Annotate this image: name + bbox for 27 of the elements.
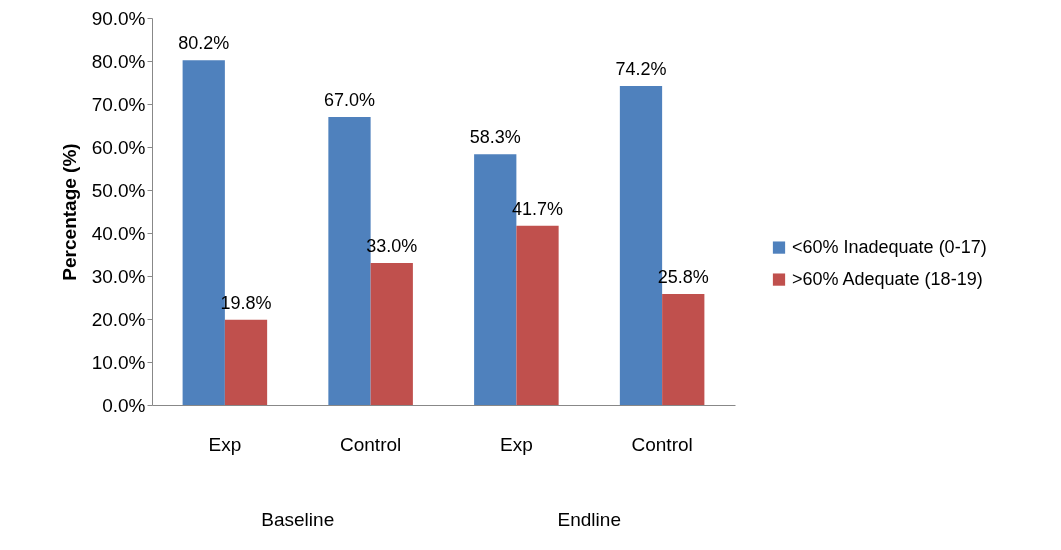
bar — [370, 263, 413, 405]
text: Baseline — [261, 509, 335, 530]
data-label: 80.2% — [178, 33, 230, 54]
legend-label: >60% Adequate (18-19) — [792, 268, 983, 289]
y-tick-label: 40.0% — [91, 222, 146, 244]
x-tick-label: Exp — [500, 433, 533, 455]
y-tick-label: 90.0% — [91, 7, 146, 29]
y-tick-label: 70.0% — [91, 93, 146, 115]
text: Endline — [557, 509, 621, 530]
legend-label: <60% Inadequate (0-17) — [792, 236, 987, 257]
y-tick-label: 0.0% — [102, 394, 146, 416]
bar — [516, 225, 559, 405]
y-tick-label: 10.0% — [91, 351, 146, 373]
data-label: 58.3% — [469, 127, 521, 148]
bar — [224, 319, 268, 405]
y-tick-label: 60.0% — [91, 136, 146, 158]
x-tick-label: Control — [340, 433, 402, 455]
y-tick-label: 80.0% — [91, 50, 146, 72]
bar — [662, 294, 705, 405]
y-axis-title: Percentage (%) — [58, 143, 80, 281]
y-tick-label: 20.0% — [91, 308, 146, 330]
x-tick-label: Exp — [208, 433, 242, 455]
data-label: 74.2% — [615, 58, 667, 79]
y-tick-label: 30.0% — [91, 265, 146, 287]
x-tick-label: Control — [631, 433, 693, 455]
data-label: 67.0% — [323, 89, 376, 110]
y-tick-label: 50.0% — [91, 179, 146, 201]
